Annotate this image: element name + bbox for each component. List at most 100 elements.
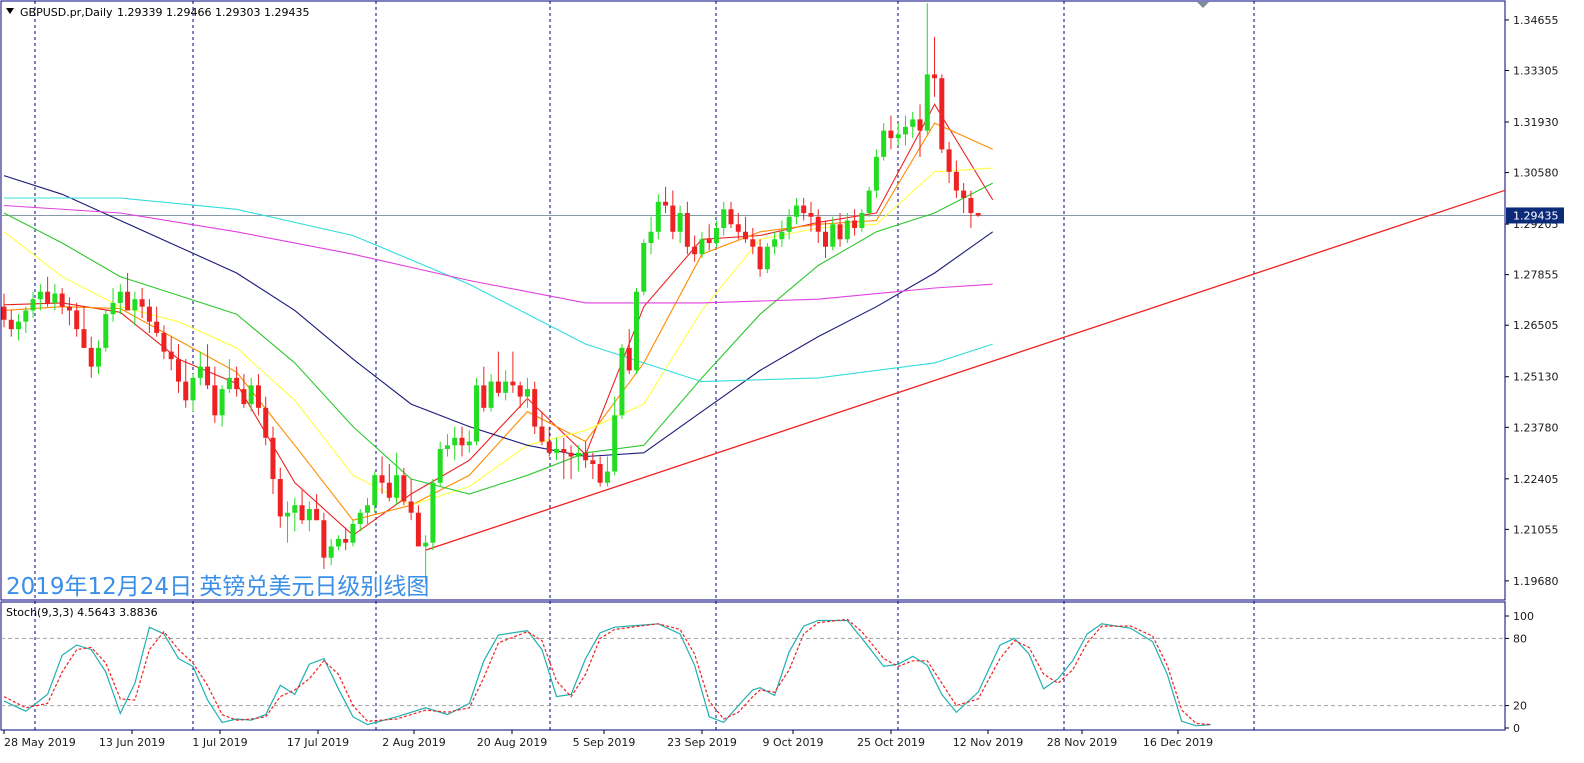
- candle: [452, 426, 458, 461]
- candle: [481, 366, 487, 412]
- candle: [924, 3, 930, 135]
- candle-body: [932, 74, 938, 79]
- candle: [357, 508, 363, 532]
- candle: [772, 231, 778, 255]
- candle-body: [881, 130, 887, 157]
- candle: [852, 209, 858, 236]
- candle: [626, 329, 632, 375]
- candle: [474, 377, 480, 446]
- candle: [205, 344, 211, 390]
- candle: [103, 310, 109, 352]
- candle: [859, 209, 865, 232]
- candle: [459, 426, 465, 457]
- candle-body: [953, 171, 959, 191]
- candle-body: [372, 475, 378, 506]
- candle-body: [350, 523, 356, 543]
- candle-body: [335, 538, 341, 547]
- candle-body: [524, 389, 530, 397]
- candle-body: [554, 449, 560, 453]
- candle-body: [575, 452, 581, 457]
- price-tick-label: 1.22405: [1513, 473, 1559, 486]
- candle: [175, 344, 181, 393]
- date-tick-label: 16 Dec 2019: [1143, 736, 1213, 749]
- candle-body: [619, 347, 625, 416]
- current-price-tag-background: [1506, 207, 1564, 224]
- candle: [125, 272, 131, 311]
- candle: [277, 467, 283, 528]
- candle: [670, 190, 676, 240]
- main-panel-frame: [0, 0, 1506, 601]
- candle-body: [590, 460, 596, 465]
- candle: [299, 490, 305, 524]
- moving-average-ma20: [3, 167, 993, 506]
- candle-body: [706, 239, 712, 243]
- chart-shift-triangle-icon[interactable]: [1197, 2, 1209, 8]
- candle: [801, 198, 807, 221]
- candle-body: [444, 445, 450, 450]
- candle-body: [721, 209, 727, 229]
- candle-body: [430, 482, 436, 543]
- candle-body: [793, 205, 799, 217]
- candle: [379, 456, 385, 494]
- candle: [728, 201, 734, 229]
- candle-body: [248, 385, 254, 405]
- candle-body: [757, 246, 763, 270]
- candle: [444, 434, 450, 457]
- candle-body: [96, 347, 102, 367]
- candle: [575, 445, 581, 472]
- candle-body: [314, 508, 320, 521]
- candle-body: [321, 520, 327, 558]
- candle-body: [88, 347, 94, 367]
- candle-body: [968, 198, 974, 214]
- candle: [59, 287, 65, 315]
- candle-body: [750, 239, 756, 247]
- candle-body: [285, 512, 291, 517]
- candle: [953, 160, 959, 199]
- candle: [837, 213, 843, 247]
- candle: [590, 452, 596, 480]
- candle-body: [8, 319, 14, 330]
- main-price-panel[interactable]: GBPUSD.pr,Daily 1.29339 1.29466 1.29303 …: [0, 0, 1506, 601]
- symbol-menu-triangle-icon[interactable]: [6, 8, 14, 14]
- candle: [932, 36, 938, 97]
- candle: [285, 501, 291, 543]
- price-axis[interactable]: 1.346551.333051.319301.305801.292051.278…: [1505, 14, 1559, 588]
- candle: [30, 291, 36, 318]
- candle: [677, 205, 683, 243]
- candle-body: [365, 505, 370, 513]
- candle-body: [212, 385, 218, 416]
- candle: [430, 479, 436, 551]
- candle: [786, 209, 792, 240]
- candle: [503, 370, 509, 401]
- moving-average-ma30: [3, 182, 993, 495]
- date-axis[interactable]: 28 May 2019 13 Jun 2019 1 Jul 2019 17 Jul 2…: [3, 730, 1213, 749]
- candle-body: [343, 538, 349, 543]
- candle-body: [939, 78, 945, 150]
- candle-body: [517, 385, 523, 397]
- candle-body: [190, 377, 196, 401]
- candle-body: [692, 246, 698, 255]
- candle-body: [125, 291, 131, 311]
- candle: [684, 201, 690, 255]
- candle-body: [961, 190, 967, 199]
- candle-body: [612, 415, 618, 472]
- candle: [8, 310, 14, 337]
- chart-ohlc-label: 1.29339 1.29466 1.29303 1.29435: [117, 6, 309, 19]
- price-tick-label: 1.27855: [1513, 269, 1559, 282]
- candle-body: [154, 321, 160, 333]
- candle-body: [394, 475, 400, 498]
- candle-body: [474, 385, 480, 442]
- candle: [168, 336, 174, 371]
- support-trendline[interactable]: [425, 189, 1506, 551]
- candle-body: [677, 213, 683, 232]
- candle: [81, 306, 87, 348]
- candle: [408, 479, 414, 521]
- candle-body: [503, 381, 509, 393]
- candle-body: [895, 134, 901, 139]
- candle: [713, 220, 719, 247]
- candle-body: [597, 464, 603, 483]
- candle: [648, 216, 654, 255]
- stochastic-panel[interactable]: Stoch(9,3,3) 4.5643 3.8836: [0, 601, 1506, 731]
